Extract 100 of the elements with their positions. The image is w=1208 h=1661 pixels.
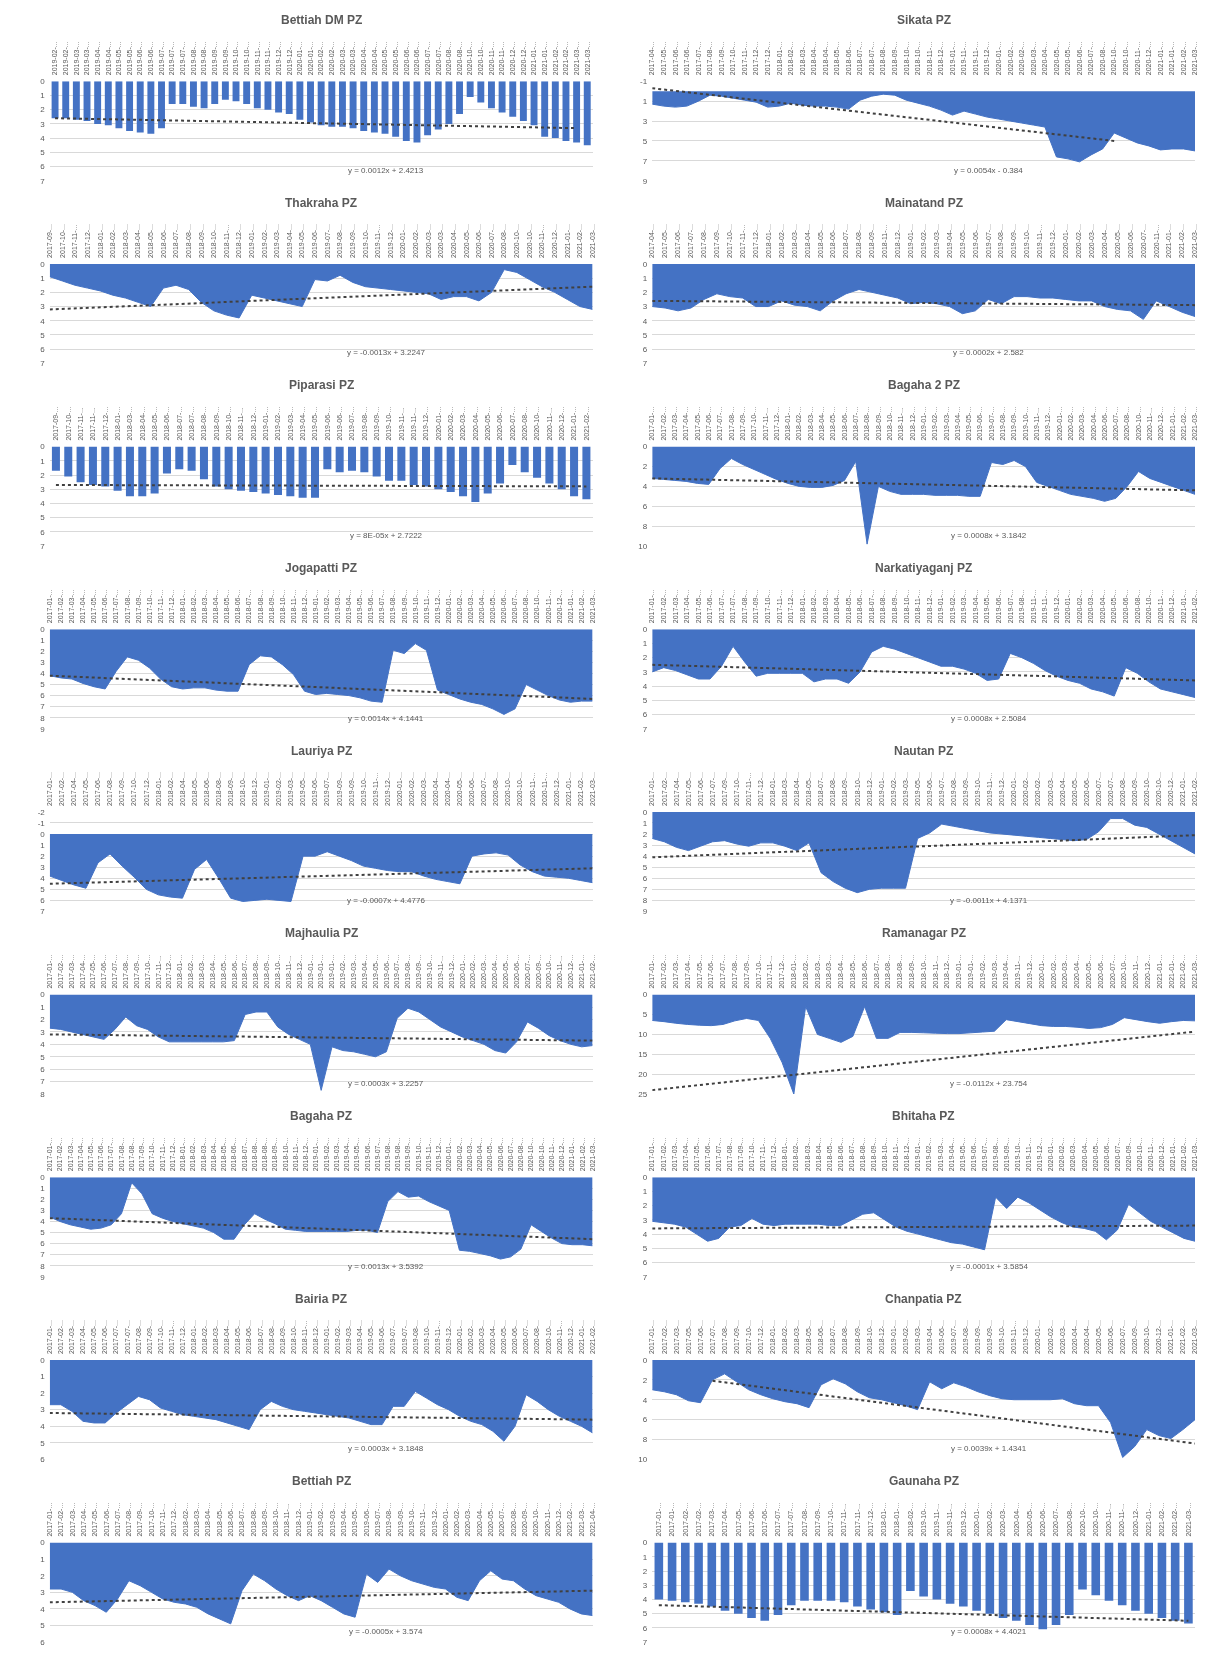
y-tick-label: 0 [642, 259, 648, 269]
bar [446, 446, 455, 493]
bar [200, 81, 208, 109]
annotation: y = 0.0039x + 1.4341 [951, 1444, 1027, 1453]
y-tick-label: 1 [642, 639, 648, 649]
bar [138, 446, 147, 497]
y-tick-label: 0 [40, 1355, 46, 1365]
y-tick-label: 25 [638, 1089, 648, 1099]
y-tick-label: 4 [40, 669, 46, 679]
y-tick-label: 4 [642, 1595, 648, 1605]
bar [115, 81, 123, 129]
bar [496, 446, 505, 484]
y-tick-label: 0 [642, 625, 648, 635]
y-tick-label: 5 [40, 1621, 46, 1631]
y-tick-label: 0 [642, 442, 648, 452]
bar [508, 446, 517, 466]
bar [945, 1542, 955, 1604]
bar [136, 81, 144, 133]
bar [985, 1542, 995, 1614]
bar [261, 446, 270, 494]
bar [998, 1542, 1008, 1618]
bar [551, 81, 559, 139]
bar [104, 81, 112, 126]
y-tick-label: 3 [40, 1405, 46, 1415]
y-tick-label: 9 [642, 907, 648, 917]
y-tick-label: 2 [40, 1388, 46, 1398]
bar [335, 446, 344, 473]
y-tick-label: 5 [642, 1010, 648, 1020]
y-tick-label: 7 [40, 1250, 46, 1260]
y-tick-label: 6 [40, 527, 46, 537]
annotation: y = 0.0013x + 3.5392 [348, 1262, 424, 1271]
bar [786, 1542, 796, 1606]
chart-title: Bettiah PZ [292, 1474, 352, 1488]
bar [189, 81, 197, 107]
y-tick-label: 3 [40, 119, 46, 129]
bar [667, 1542, 677, 1601]
bar [285, 81, 293, 114]
y-tick-label: 6 [40, 162, 46, 172]
y-tick-label: 4 [40, 133, 46, 143]
bar [760, 1542, 770, 1621]
y-tick-label: 1 [40, 456, 46, 466]
bar [471, 446, 480, 503]
y-tick-label: 1 [40, 1184, 46, 1194]
bar [582, 446, 591, 500]
y-tick-label: 0 [40, 1173, 46, 1183]
y-tick-label: 20 [638, 1070, 648, 1079]
annotation: y = -0.0007x + 4.4776 [347, 896, 426, 905]
y-tick-label: 0 [642, 1355, 648, 1365]
chart-title: Narkatiyaganj PZ [875, 561, 973, 575]
y-tick-label: 3 [40, 863, 46, 872]
bar [879, 1542, 889, 1613]
y-tick-label: 5 [40, 1438, 46, 1448]
bar [51, 81, 59, 119]
bar [1025, 1542, 1034, 1626]
y-tick-label: 9 [40, 1272, 46, 1282]
y-tick-label: 8 [642, 896, 648, 906]
bar [360, 81, 368, 131]
bar [113, 446, 122, 491]
y-tick-label: 7 [40, 907, 46, 917]
bar [533, 446, 542, 478]
bar [1104, 1542, 1114, 1601]
bar [583, 81, 591, 146]
y-tick-label: 7 [40, 702, 46, 712]
annotation: y = -0.0001x + 3.5854 [950, 1262, 1029, 1271]
y-tick-label: 7 [642, 156, 648, 166]
annotation: y = 0.0002x + 2.582 [953, 348, 1025, 357]
y-tick-label: 7 [642, 1637, 648, 1647]
bar [51, 446, 60, 471]
y-tick-label: 5 [40, 680, 46, 690]
bar [101, 446, 110, 487]
y-tick-label: 1 [642, 273, 648, 283]
y-tick-label: 3 [642, 1581, 648, 1591]
annotation: y = 0.0008x + 4.4021 [951, 1627, 1027, 1636]
y-tick-label: 3 [642, 667, 648, 677]
bar [339, 81, 346, 127]
bar [434, 446, 443, 490]
y-tick-label: 3 [40, 658, 46, 668]
y-tick-label: 6 [642, 1415, 648, 1425]
y-tick-label: 5 [642, 330, 648, 340]
bar [424, 81, 432, 136]
y-tick-label: 6 [40, 1065, 46, 1075]
y-tick-label: 0 [642, 1538, 648, 1548]
y-tick-label: 2 [642, 653, 648, 663]
bar [328, 81, 336, 127]
y-tick-label: 1 [40, 273, 46, 283]
bar [211, 81, 219, 104]
y-tick-label: 6 [642, 502, 648, 512]
bar [573, 81, 581, 143]
chart-title: Mainatand PZ [885, 196, 964, 210]
bar [1157, 1542, 1167, 1618]
y-tick-label: 0 [40, 829, 46, 839]
annotation: y = 0.0008x + 2.5084 [951, 714, 1027, 723]
y-tick-label: 0 [40, 77, 46, 87]
bar [906, 1542, 915, 1591]
y-tick-label: 3 [642, 1215, 648, 1225]
bar [162, 446, 171, 474]
y-tick-label: 10 [638, 1030, 648, 1040]
bar [483, 446, 492, 494]
y-tick-label: 8 [642, 1435, 648, 1445]
y-tick-label: 2 [40, 1015, 46, 1025]
